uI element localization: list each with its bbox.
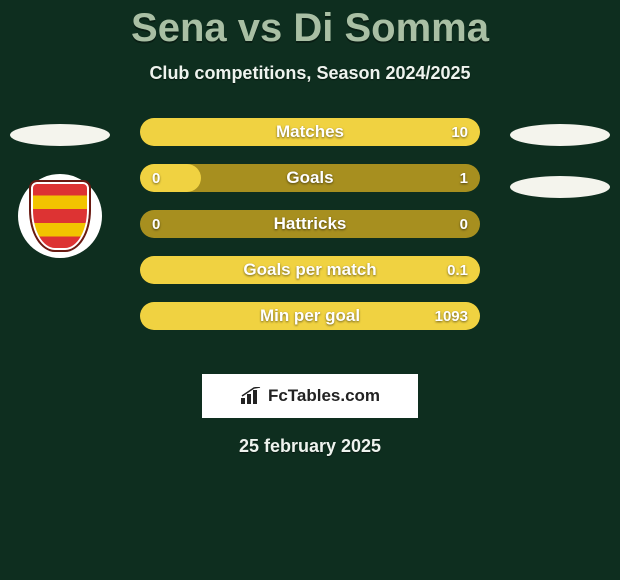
- left-shadow-ellipse: [10, 124, 110, 146]
- brand-badge: FcTables.com: [202, 374, 418, 418]
- stat-bar-goals-per-match: Goals per match 0.1: [140, 256, 480, 284]
- stat-bar-hattricks: 0 Hattricks 0: [140, 210, 480, 238]
- stat-right-value: 10: [451, 124, 468, 141]
- stat-label: Matches: [140, 122, 480, 142]
- right-shadow-ellipse-1: [510, 124, 610, 146]
- subtitle: Club competitions, Season 2024/2025: [0, 63, 620, 84]
- stat-right-value: 1093: [435, 308, 468, 325]
- crest-shield-icon: [29, 180, 91, 252]
- left-club-crest: [18, 174, 102, 258]
- stat-bar-matches: Matches 10: [140, 118, 480, 146]
- right-player-column: [500, 110, 620, 198]
- stat-label: Goals: [140, 168, 480, 188]
- stat-bar-goals: 0 Goals 1: [140, 164, 480, 192]
- stat-right-value: 0: [460, 216, 468, 233]
- chart-icon: [240, 387, 262, 405]
- date-text: 25 february 2025: [0, 436, 620, 457]
- right-shadow-ellipse-2: [510, 176, 610, 198]
- stat-bar-min-per-goal: Min per goal 1093: [140, 302, 480, 330]
- comparison-stage: Matches 10 0 Goals 1 0 Hattricks 0 Goals…: [0, 118, 620, 378]
- stat-label: Hattricks: [140, 214, 480, 234]
- left-player-column: [0, 110, 120, 258]
- brand-text: FcTables.com: [268, 386, 380, 406]
- stat-right-value: 0.1: [447, 262, 468, 279]
- page-title: Sena vs Di Somma: [0, 0, 620, 51]
- stat-label: Goals per match: [140, 260, 480, 280]
- stat-bars: Matches 10 0 Goals 1 0 Hattricks 0 Goals…: [140, 118, 480, 330]
- stat-right-value: 1: [460, 170, 468, 187]
- stat-label: Min per goal: [140, 306, 480, 326]
